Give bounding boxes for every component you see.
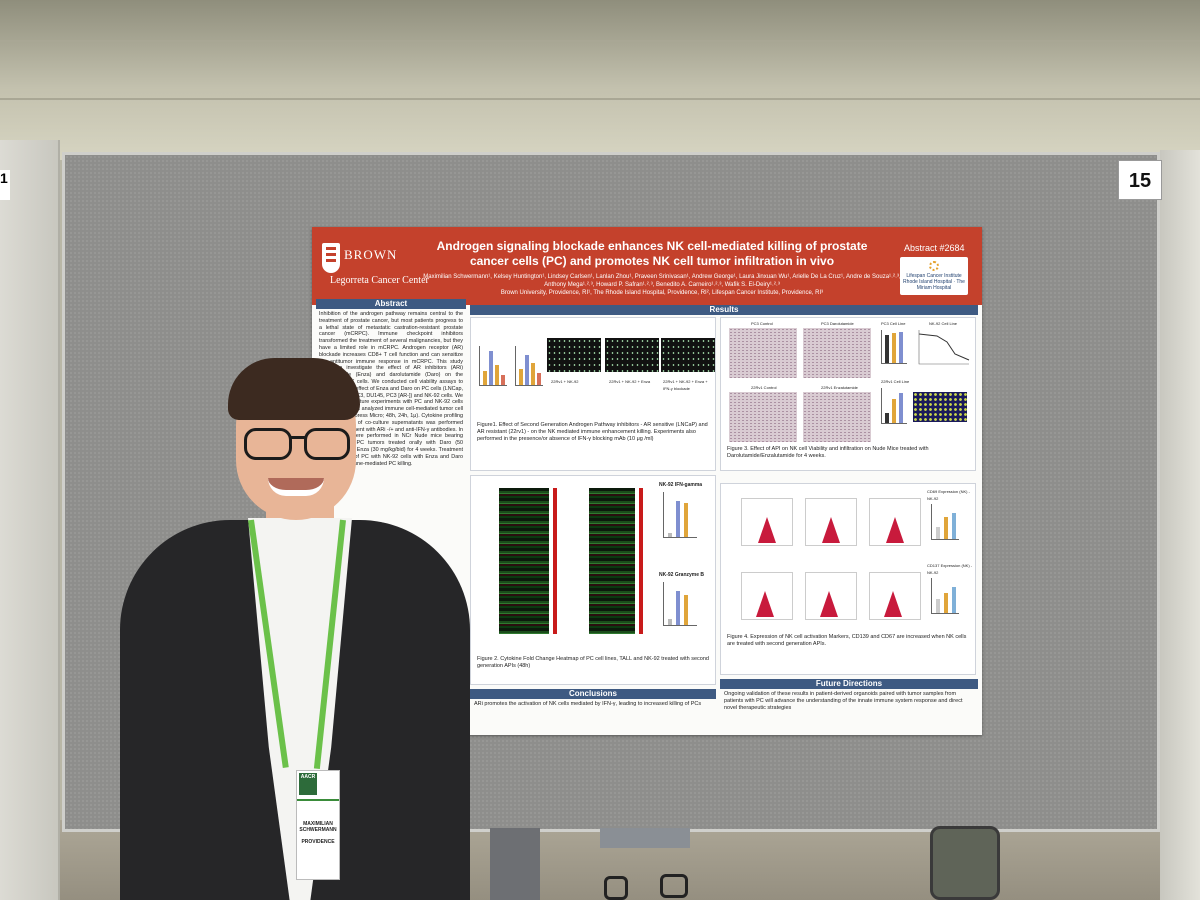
plot-title: NK-92 Granzyme B <box>659 572 705 578</box>
poster-authors: Maximilian Schwermann¹, Kelsey Huntingto… <box>422 273 902 297</box>
neighbor-board-number: 1 <box>0 170 10 200</box>
figure-4: CD69 Expression (NK) - NK-92 CD137 Expre… <box>720 483 976 675</box>
brown-logo: BROWN Legorreta Cancer Center <box>320 243 460 293</box>
image-label: PC3 Darolutamide <box>821 321 854 326</box>
bar-chart <box>931 504 959 540</box>
glasses-icon <box>304 428 350 460</box>
bar-chart <box>881 388 907 424</box>
abstract-column: Abstract Inhibition of the androgen path… <box>316 299 466 729</box>
passerby-legs <box>490 828 540 900</box>
image-label: 22Rv1 Enzalutamide <box>821 385 858 390</box>
flow-histogram <box>805 498 857 546</box>
bar-chart <box>479 346 507 386</box>
wall-panel-line <box>0 98 1200 100</box>
wheelchair <box>930 826 1000 900</box>
image-label: 22Rv1 + NK-92 + Enza <box>609 379 651 384</box>
dose-response-curve <box>918 330 970 365</box>
abstract-text: Inhibition of the androgen pathway remai… <box>319 311 463 467</box>
badge-header: AACR <box>297 771 339 801</box>
microscopy-image <box>547 338 601 372</box>
right-board-post <box>1160 150 1200 900</box>
heatmap-scale <box>639 488 643 634</box>
bar-chart <box>931 578 959 614</box>
presenter-hair <box>228 358 360 420</box>
figure-2-caption: Figure 2. Cytokine Fold Change Heatmap o… <box>477 656 709 669</box>
plot-title: NK-92 Cell Line <box>929 321 958 326</box>
conclusions-heading: Conclusions <box>470 689 716 699</box>
heatmap-scale <box>553 488 557 634</box>
name-badge: AACR MAXIMILIAN SCHWERMANN PROVIDENCE <box>296 770 340 880</box>
affiliations: Brown University, Providence, RI¹, The R… <box>500 290 824 296</box>
plot-title: CD69 Expression (NK) - NK-92 <box>927 489 970 501</box>
well-plate-image <box>913 392 967 422</box>
future-directions-heading: Future Directions <box>720 679 978 689</box>
abstract-heading: Abstract <box>316 299 466 309</box>
flow-histogram <box>805 572 857 620</box>
author-list: Maximilian Schwermann¹, Kelsey Huntingto… <box>423 274 901 288</box>
flow-histogram <box>869 572 921 620</box>
figure-1: 22Rv1 + NK-92 22Rv1 + NK-92 + Enza 22Rv1… <box>470 317 716 471</box>
left-board-post <box>0 140 60 900</box>
flow-histogram <box>741 572 793 620</box>
heatmap <box>499 488 549 634</box>
badge-name: MAXIMILIAN SCHWERMANN <box>299 821 337 833</box>
figure-2: NK-92 IFN-gamma NK-92 Granzyme B Figure … <box>470 475 716 685</box>
sandal-icon <box>660 874 688 898</box>
microscopy-image <box>605 338 659 372</box>
glasses-icon <box>244 428 292 460</box>
shield-icon <box>322 243 340 273</box>
flow-histogram <box>869 498 921 546</box>
figure-1-caption: Figure1. Effect of Second Generation And… <box>477 422 708 442</box>
histology-image <box>729 328 797 378</box>
plot-title: PC3 Cell Line <box>881 321 906 326</box>
figure-3-caption: Figure 3. Effect of API on NK cell Viabi… <box>727 446 929 459</box>
conclusion-text: ARi promotes the activation of NK cells … <box>474 701 702 707</box>
plot-title: NK-92 IFN-gamma <box>659 482 703 488</box>
lifespan-sub: Rhode Island Hospital · The Miriam Hospi… <box>903 279 965 291</box>
bar-chart <box>663 492 697 538</box>
results-column: Results 22Rv1 + NK-92 22Rv1 + NK-92 + En… <box>470 305 978 685</box>
lifespan-logo: Lifespan Cancer Institute Rhode Island H… <box>900 257 968 295</box>
flow-histogram <box>741 498 793 546</box>
presenter-smile <box>268 478 324 496</box>
badge-organization: PROVIDENCE <box>301 839 335 845</box>
logo-name: BROWN <box>344 247 398 262</box>
passerby-legs <box>600 828 690 848</box>
future-directions-section: Future Directions Ongoing validation of … <box>720 679 978 731</box>
plot-title: CD137 Expression (NK) - NK-92 <box>927 563 973 575</box>
conclusions-section: Conclusions ARi promotes the activation … <box>470 689 716 731</box>
poster-header: BROWN Legorreta Cancer Center Androgen s… <box>312 227 982 305</box>
image-label: 22Rv1 Control <box>751 385 777 390</box>
results-heading: Results <box>470 305 978 315</box>
histology-image <box>803 328 871 378</box>
wall-panel-line <box>0 40 1200 42</box>
bar-chart <box>663 582 697 626</box>
bar-chart <box>881 330 907 364</box>
figure-4-caption: Figure 4. Expression of NK cell activati… <box>727 634 967 647</box>
lifespan-name: Lifespan Cancer Institute <box>906 273 962 279</box>
microscopy-image <box>661 338 715 372</box>
poster-title: Androgen signaling blockade enhances NK … <box>436 239 868 268</box>
sun-icon <box>929 261 939 271</box>
sandal-icon <box>604 876 628 900</box>
logo-subtitle: Legorreta Cancer Center <box>330 275 429 286</box>
bar-chart <box>515 346 543 386</box>
glasses-bridge <box>291 436 305 439</box>
board-number: 15 <box>1118 160 1162 200</box>
histology-image <box>729 392 797 442</box>
image-label: PC3 Control <box>751 321 773 326</box>
aacr-logo: AACR <box>299 773 317 795</box>
image-label: 22Rv1 + NK-92 + Enza + IFN-γ blockade <box>663 379 708 391</box>
back-wall <box>0 0 1200 160</box>
figure-3: PC3 Control PC3 Darolutamide 22Rv1 Contr… <box>720 317 976 471</box>
plot-title: 22Rv1 Cell Line <box>881 379 910 384</box>
image-label: 22Rv1 + NK-92 <box>551 379 579 384</box>
abstract-number: Abstract #2684 <box>904 243 965 253</box>
future-directions-text: Ongoing validation of these results in p… <box>724 691 963 711</box>
histology-image <box>803 392 871 442</box>
heatmap <box>589 488 635 634</box>
